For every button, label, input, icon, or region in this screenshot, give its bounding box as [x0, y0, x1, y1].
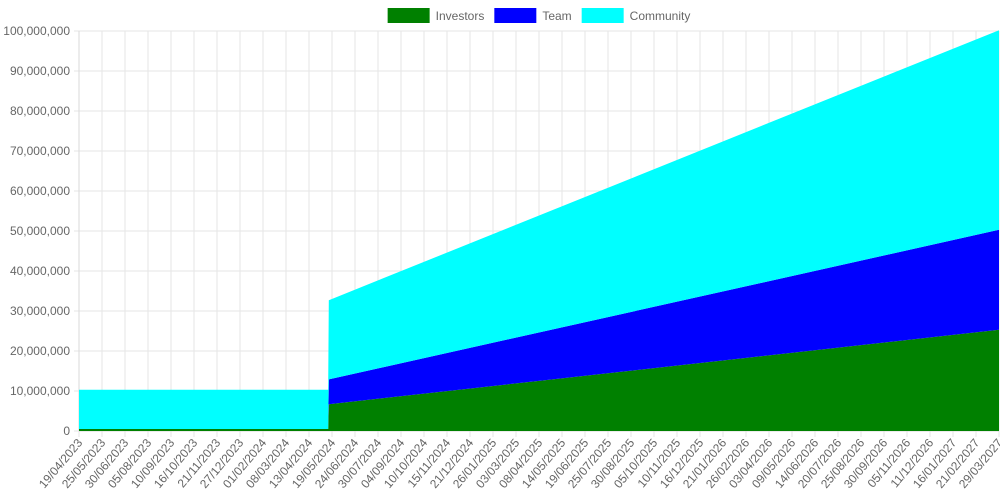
y-tick-label: 70,000,000 [10, 144, 70, 158]
y-tick-label: 80,000,000 [10, 104, 70, 118]
y-tick-label: 90,000,000 [10, 64, 70, 78]
x-axis: 19/04/202325/05/202330/06/202305/08/2023… [36, 436, 1000, 491]
legend-swatch [494, 8, 537, 23]
area-community [79, 30, 999, 429]
y-tick-label: 20,000,000 [10, 344, 70, 358]
y-tick-label: 40,000,000 [10, 264, 70, 278]
area-team [79, 229, 999, 429]
y-axis: 0 10,000,000 20,000,000 30,000,000 40,000,00… [3, 24, 70, 438]
y-tick-label: 0 [63, 424, 70, 438]
legend-item-community[interactable]: Community [581, 8, 691, 23]
y-tick-label: 50,000,000 [10, 224, 70, 238]
y-tick-label: 60,000,000 [10, 184, 70, 198]
legend-label: Team [542, 9, 571, 23]
legend-swatch [387, 8, 430, 23]
legend-swatch [581, 8, 624, 23]
legend-item-team[interactable]: Team [494, 8, 572, 23]
y-tick-label: 100,000,000 [3, 24, 70, 38]
area-investors [79, 329, 999, 431]
legend-label: Investors [436, 9, 485, 23]
legend: Investors Team Community [387, 8, 691, 23]
y-tick-label: 30,000,000 [10, 304, 70, 318]
y-tick-label: 10,000,000 [10, 384, 70, 398]
plot-area [79, 30, 999, 431]
legend-label: Community [630, 9, 691, 23]
legend-item-investors[interactable]: Investors [387, 8, 485, 23]
